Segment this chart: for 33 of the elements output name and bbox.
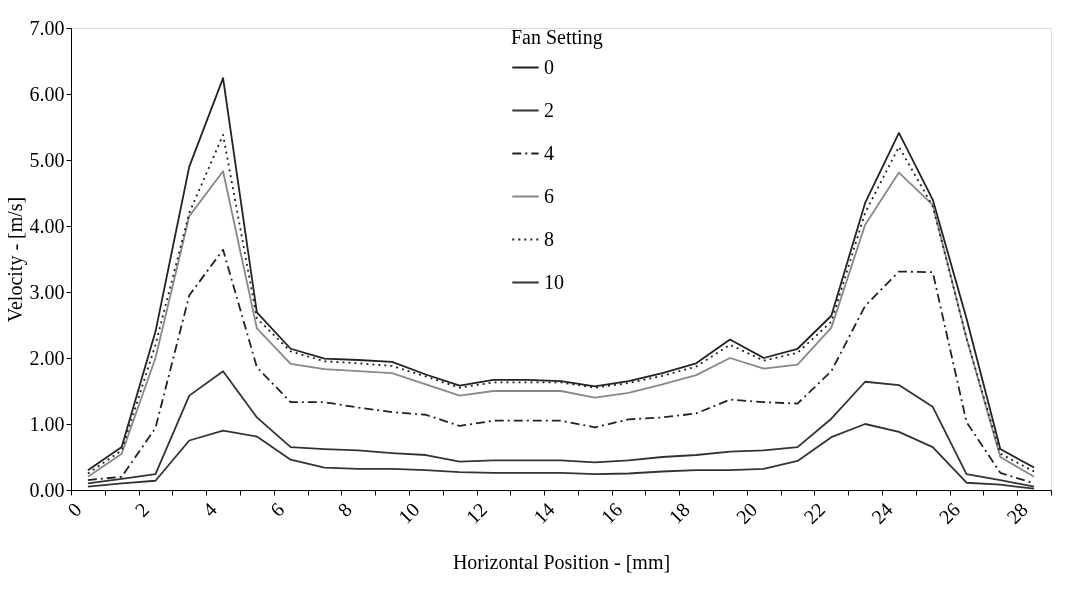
x-tick-label: 0: [63, 498, 86, 521]
x-axis-title: Horizontal Position - [mm]: [452, 550, 671, 573]
x-tick-label: 8: [333, 498, 356, 521]
legend-label: 6: [544, 184, 554, 207]
x-tick-label: 18: [664, 498, 694, 528]
x-tick-label: 6: [265, 498, 289, 521]
x-tick-label: 4: [198, 498, 221, 521]
y-tick-label: 5.00: [29, 148, 65, 171]
x-tick-label: 20: [731, 498, 762, 528]
legend-label: 4: [544, 141, 554, 164]
line-series: [87, 77, 1035, 472]
x-tick-label: 10: [393, 498, 424, 528]
x-tick-label: 24: [866, 498, 897, 528]
legend-label: 0: [544, 55, 554, 78]
x-tick-label: 26: [934, 498, 965, 528]
y-tick-label: 3.00: [29, 280, 65, 303]
x-tick-label: 22: [799, 498, 830, 528]
y-tick-label: 1.00: [29, 412, 65, 435]
x-tick-label: 12: [461, 498, 492, 528]
x-tick-label: 16: [596, 498, 627, 528]
x-tick-label: 2: [130, 498, 154, 521]
y-tick-label: 2.00: [29, 346, 65, 369]
legend-label: 8: [544, 227, 554, 250]
x-tick-label: 28: [1002, 498, 1032, 528]
legend-label: 10: [544, 270, 564, 293]
y-tick-label: 4.00: [29, 214, 65, 237]
legend-title: Fan Setting: [511, 26, 603, 49]
x-tick-label: 14: [529, 498, 559, 528]
y-tick-label: 7.00: [29, 16, 65, 39]
legend-label: 2: [544, 98, 554, 121]
y-tick-label: 6.00: [29, 82, 65, 105]
y-tick-label: 0.00: [29, 478, 65, 501]
y-axis-title: Velocity - [m/s]: [3, 196, 27, 323]
